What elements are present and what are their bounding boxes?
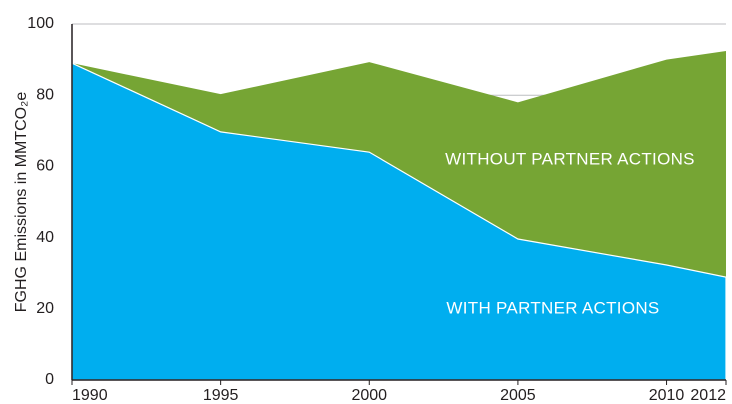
y-axis-label: FGHG Emissions in MMTCO₂e xyxy=(13,92,30,313)
x-tick-label: 2012 xyxy=(690,387,726,404)
x-tick-label: 1990 xyxy=(72,387,108,404)
x-tick-label: 1995 xyxy=(203,387,239,404)
area xyxy=(71,62,727,381)
y-tick-label: 80 xyxy=(36,86,54,103)
area-label: WITHOUT PARTNER ACTIONS xyxy=(445,149,695,168)
x-tick-label: 2000 xyxy=(351,387,387,404)
x-tick-label: 2010 xyxy=(649,387,685,404)
y-tick-label: 60 xyxy=(36,158,54,175)
y-tick-label: 100 xyxy=(27,15,54,32)
area-label: WITH PARTNER ACTIONS xyxy=(446,298,659,317)
y-tick-label: 40 xyxy=(36,229,54,246)
x-tick-label: 2005 xyxy=(500,387,536,404)
y-tick-label: 20 xyxy=(36,300,54,317)
y-tick-label: 0 xyxy=(45,371,54,388)
